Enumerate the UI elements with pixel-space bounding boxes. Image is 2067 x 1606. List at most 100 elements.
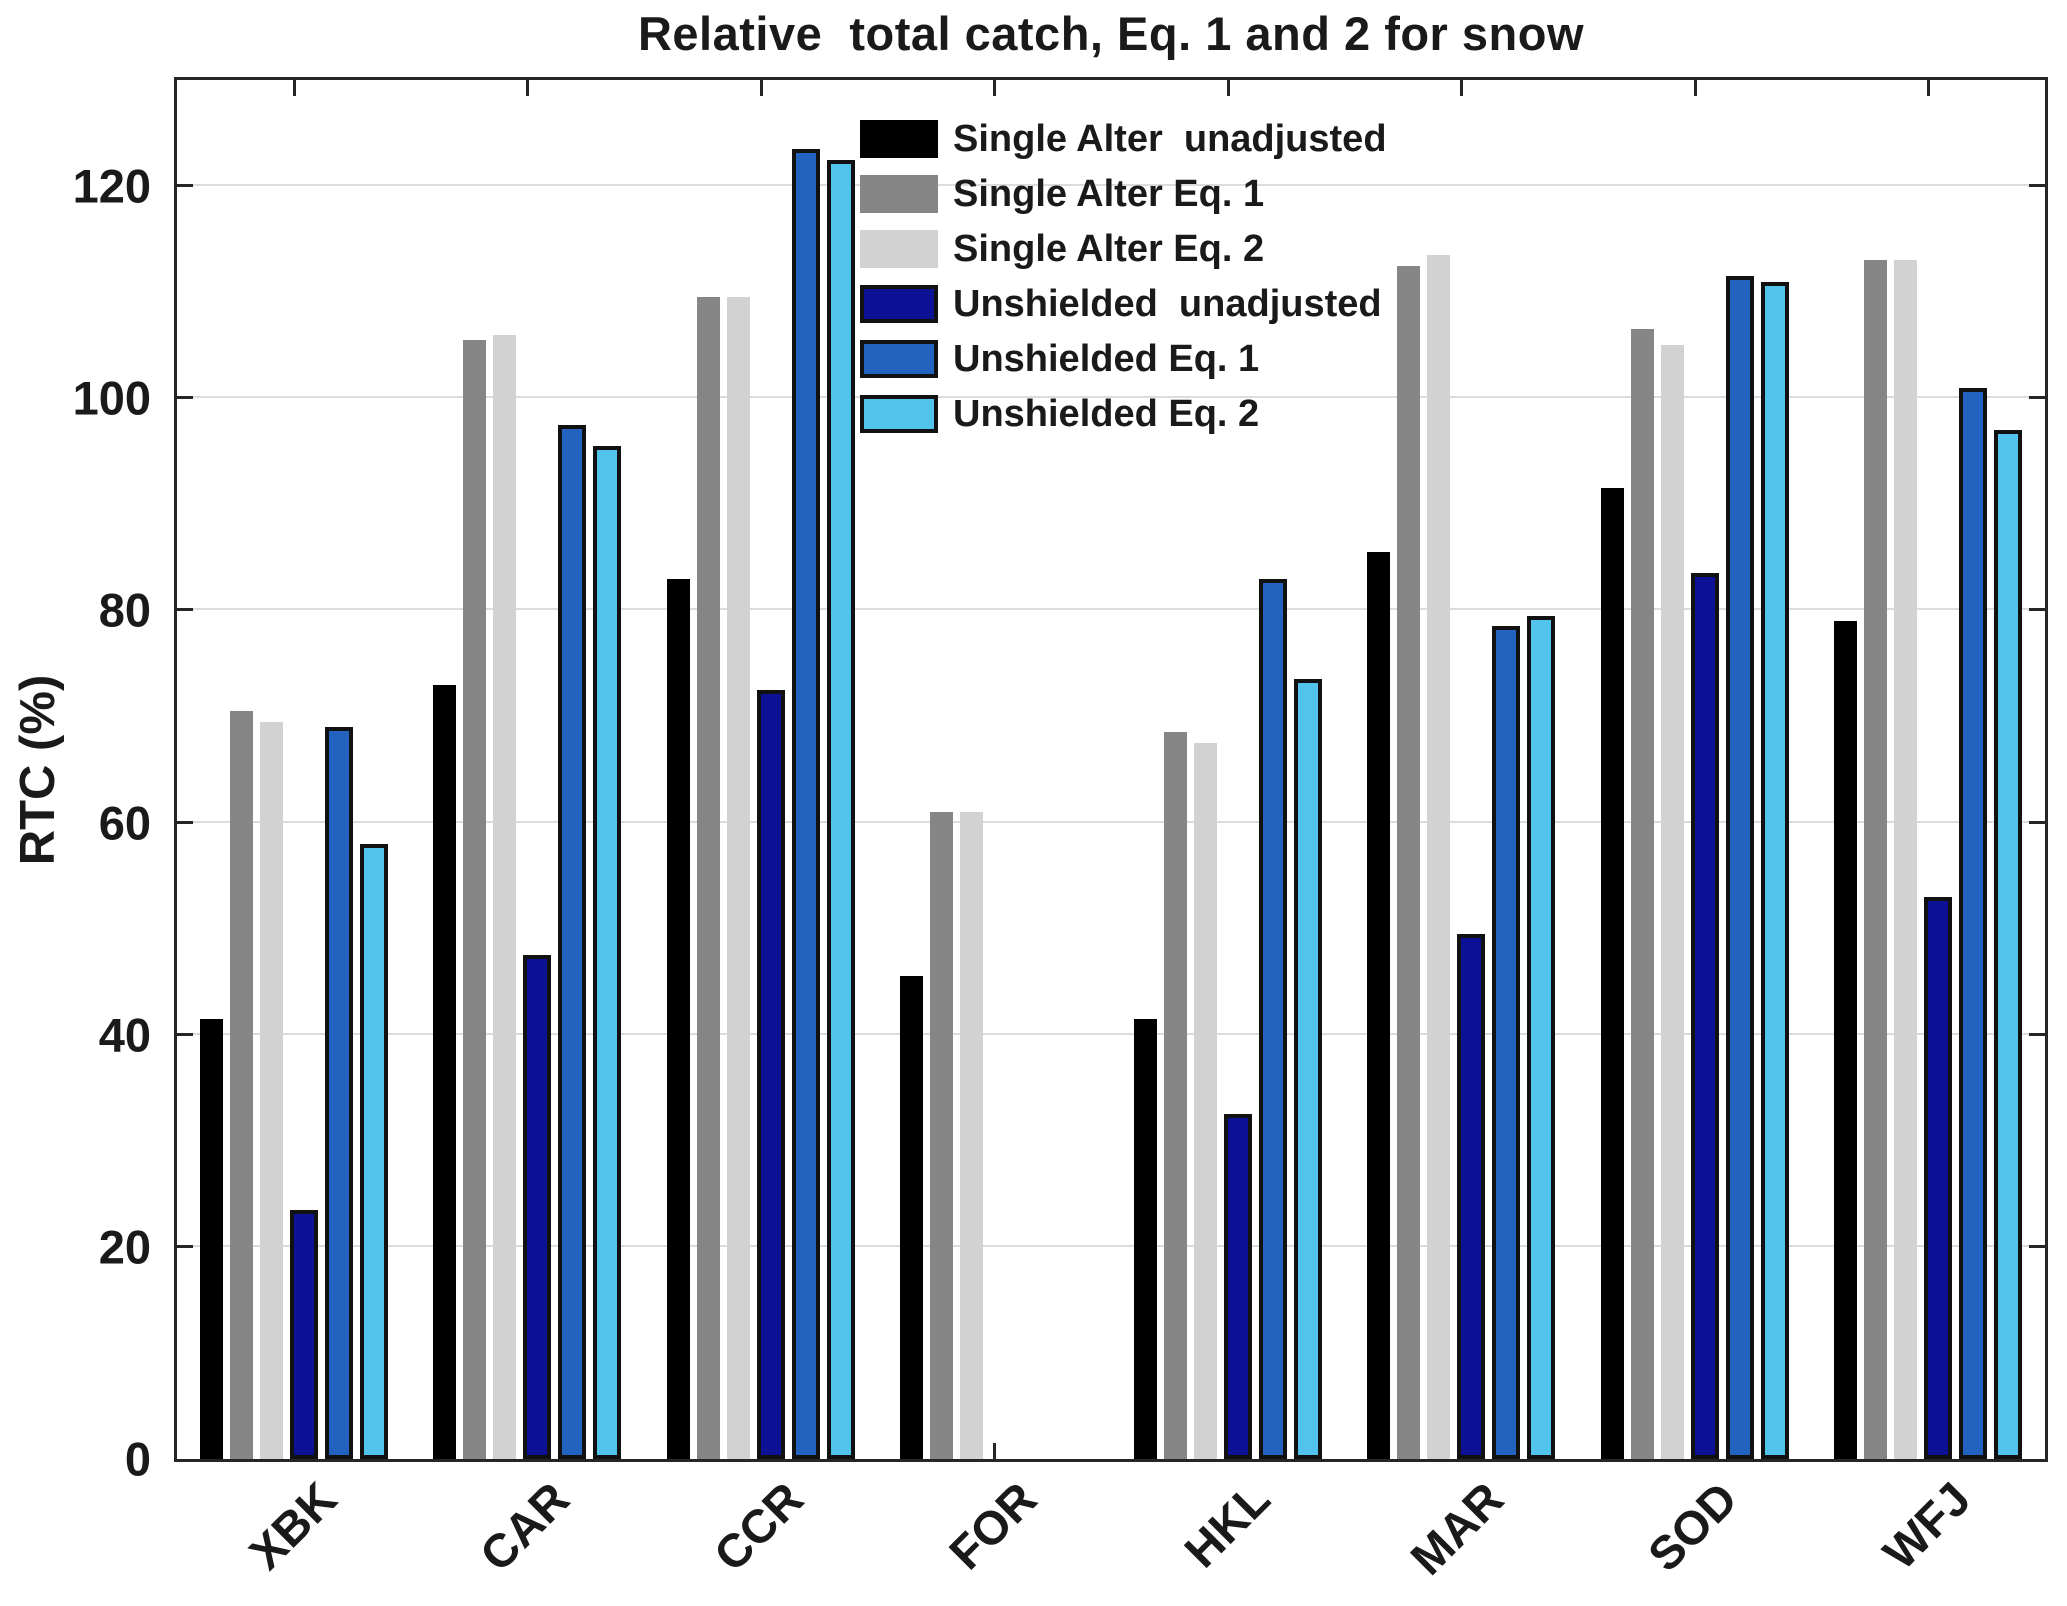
bar-ccr xyxy=(666,578,690,1459)
bar-for xyxy=(900,976,924,1459)
x-axis-tick-bottom xyxy=(993,1443,997,1459)
y-axis-tick-left xyxy=(177,1244,193,1248)
bar-ccr xyxy=(756,689,785,1459)
bar-car xyxy=(593,445,622,1459)
x-tick-label: CAR xyxy=(469,1471,580,1582)
bar-car xyxy=(523,955,552,1459)
chart-title: Relative total catch, Eq. 1 and 2 for sn… xyxy=(637,7,1585,60)
legend-swatch-icon xyxy=(860,340,938,378)
x-axis-tick-top xyxy=(526,80,530,96)
bar-car xyxy=(463,339,487,1459)
bar-mar xyxy=(1397,265,1421,1459)
y-axis-tick-left xyxy=(177,1032,193,1036)
bar-group-mar xyxy=(1345,80,1579,1459)
y-axis-tick-right xyxy=(2029,820,2045,824)
bar-wfj xyxy=(1994,430,2023,1459)
bar-wfj xyxy=(1959,387,1988,1459)
x-axis-tick-top xyxy=(1226,80,1230,96)
gridline xyxy=(177,396,2045,399)
bar-mar xyxy=(1457,933,1486,1459)
gridline xyxy=(177,1032,2045,1035)
y-tick-label: 120 xyxy=(72,159,151,213)
bar-sod xyxy=(1760,281,1789,1459)
y-axis-tick-right xyxy=(2029,396,2045,400)
bar-sod xyxy=(1725,276,1754,1459)
y-tick-label: 100 xyxy=(72,371,151,425)
legend-item: Unshielded unadjusted xyxy=(860,285,1387,323)
bar-mar xyxy=(1427,255,1451,1459)
legend-label: Single Alter Eq. 2 xyxy=(953,228,1265,270)
y-axis-tick-left xyxy=(177,184,193,188)
gridline xyxy=(177,1244,2045,1247)
bar-sod xyxy=(1690,573,1719,1459)
bar-xbk xyxy=(324,727,353,1459)
bar-ccr xyxy=(791,148,820,1459)
bar-group-hkl xyxy=(1111,80,1345,1459)
bar-hkl xyxy=(1293,679,1322,1459)
y-tick-label: 80 xyxy=(98,583,151,637)
x-tick-label: XBK xyxy=(238,1471,346,1580)
x-tick-label: MAR xyxy=(1400,1471,1514,1585)
bar-wfj xyxy=(1894,260,1918,1459)
bar-group-for xyxy=(878,80,1112,1459)
x-axis-tick-top xyxy=(993,80,997,96)
legend-item: Single Alter unadjusted xyxy=(860,120,1387,158)
bar-mar xyxy=(1367,552,1391,1459)
bar-sod xyxy=(1660,345,1684,1459)
bar-car xyxy=(558,424,587,1459)
y-axis-tick-right xyxy=(2029,1032,2045,1036)
legend-label: Unshielded unadjusted xyxy=(953,283,1382,325)
legend: Single Alter unadjusted Single Alter Eq. … xyxy=(860,120,1387,433)
bar-ccr xyxy=(826,159,855,1459)
bar-group-xbk xyxy=(177,80,411,1459)
bar-ccr xyxy=(696,297,720,1459)
bar-for xyxy=(930,811,954,1459)
bar-hkl xyxy=(1223,1114,1252,1459)
y-axis-tick-left xyxy=(177,396,193,400)
legend-swatch-icon xyxy=(860,175,938,213)
y-tick-label: 40 xyxy=(98,1008,151,1062)
plot-area: 0 20 40 60 80 100 120 XBK CAR CCR FOR HKL MAR SOD WFJ S… xyxy=(73,77,2048,1585)
legend-item: Unshielded Eq. 1 xyxy=(860,340,1387,378)
bar-xbk xyxy=(229,711,253,1459)
y-axis-tick-right xyxy=(2029,1244,2045,1248)
bar-sod xyxy=(1630,329,1654,1459)
bar-group-ccr xyxy=(644,80,878,1459)
bar-xbk xyxy=(199,1018,223,1459)
x-tick-label: HKL xyxy=(1174,1471,1280,1578)
x-tick-label: SOD xyxy=(1637,1471,1747,1582)
legend-label: Single Alter unadjusted xyxy=(953,118,1387,160)
bar-for xyxy=(960,811,984,1459)
bar-hkl xyxy=(1258,578,1287,1459)
gridline xyxy=(177,820,2045,823)
bar-mar xyxy=(1527,615,1556,1459)
legend-swatch-icon xyxy=(860,120,938,158)
bar-xbk xyxy=(359,843,388,1459)
legend-swatch-icon xyxy=(860,395,938,433)
bar-mar xyxy=(1492,626,1521,1459)
bar-sod xyxy=(1600,488,1624,1459)
x-axis-tick-top xyxy=(292,80,296,96)
legend-item: Unshielded Eq. 2 xyxy=(860,395,1387,433)
bar-car xyxy=(493,334,517,1459)
legend-item: Single Alter Eq. 1 xyxy=(860,175,1387,213)
y-axis-label: RTC (%) xyxy=(11,674,65,866)
bar-wfj xyxy=(1924,896,1953,1459)
x-tick-label: FOR xyxy=(938,1471,1047,1580)
bar-hkl xyxy=(1193,742,1217,1459)
y-tick-label: 20 xyxy=(98,1220,151,1274)
legend-label: Unshielded Eq. 2 xyxy=(953,393,1260,435)
y-tick-label: 0 xyxy=(124,1432,151,1486)
bar-xbk xyxy=(259,721,283,1459)
y-axis-tick-left xyxy=(177,608,193,612)
bar-hkl xyxy=(1133,1018,1157,1459)
y-axis-tick-right xyxy=(2029,184,2045,188)
gridline xyxy=(177,184,2045,187)
y-axis-tick-left xyxy=(177,820,193,824)
bar-group-wfj xyxy=(1812,80,2046,1459)
legend-label: Single Alter Eq. 1 xyxy=(953,173,1265,215)
bar-wfj xyxy=(1864,260,1888,1459)
bar-xbk xyxy=(289,1209,318,1459)
bar-group-sod xyxy=(1578,80,1812,1459)
legend-item: Single Alter Eq. 2 xyxy=(860,230,1387,268)
